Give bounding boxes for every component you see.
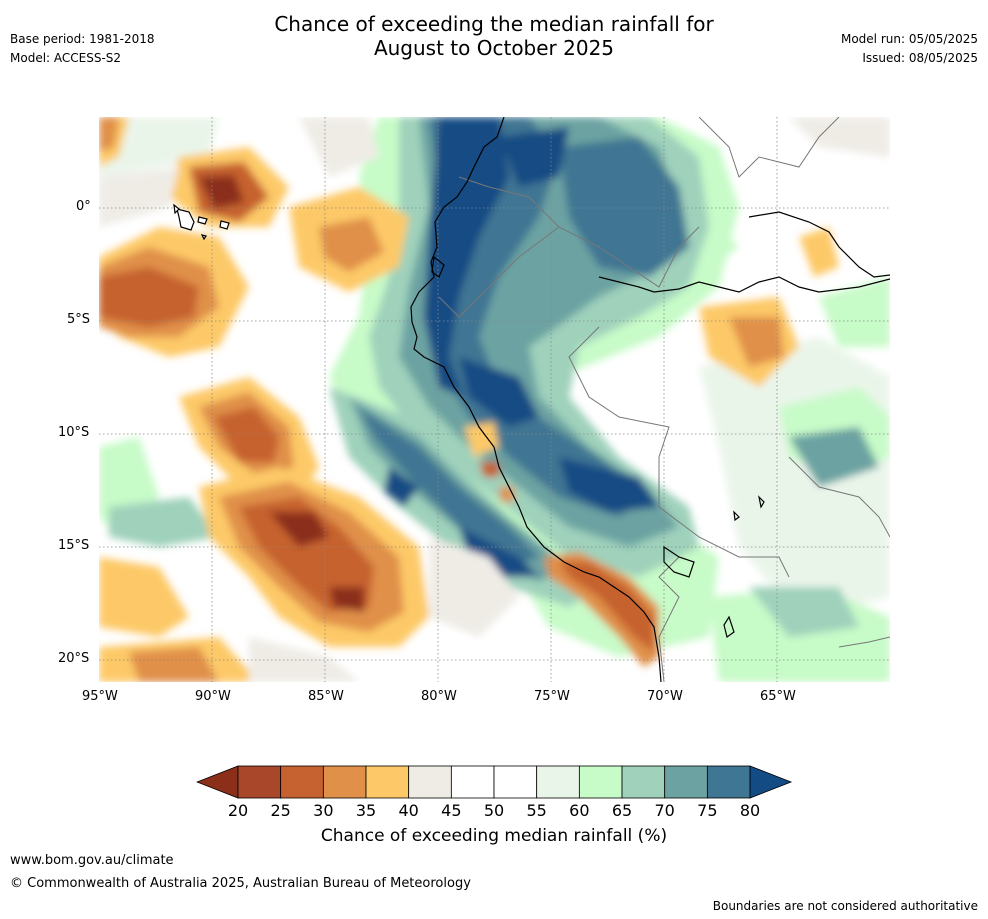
lon-label-75w: 75°W (534, 689, 570, 704)
galapagos-islands (173, 203, 230, 241)
colorbar-cell (408, 765, 452, 799)
title-line-2: August to October 2025 (373, 36, 615, 60)
issued-text: Issued: 08/05/2025 (862, 51, 978, 65)
model-text: Model: ACCESS-S2 (10, 51, 122, 65)
colorbar-tick-label: 35 (355, 801, 377, 820)
colorbar-cell (450, 765, 495, 799)
colorbar-lower-arrow (196, 765, 239, 799)
colorbar-tick-label: 60 (569, 801, 590, 820)
lat-label-15s: 15°S (58, 538, 90, 553)
colorbar-cell (578, 765, 623, 799)
colorbar-upper-arrow (749, 765, 793, 799)
colorbar-cell (237, 765, 282, 799)
coastline (410, 117, 890, 682)
title-line-1: Chance of exceeding the median rainfall … (274, 12, 714, 36)
colorbar-tick-label: 30 (313, 801, 334, 820)
colorbar-cell (621, 765, 666, 799)
probability-field (99, 117, 890, 682)
base-period-text: Base period: 1981-2018 (10, 32, 155, 46)
colorbar-tick-label: 40 (398, 801, 419, 820)
colorbar-tick-label: 75 (697, 801, 718, 820)
rainfall-map (99, 117, 890, 682)
colorbar-cell (493, 765, 538, 799)
colorbar-tick-label: 45 (441, 801, 462, 820)
colorbar-cell (664, 765, 708, 799)
disclaimer-text: Boundaries are not considered authoritat… (712, 899, 978, 913)
colorbar-cell (322, 765, 367, 799)
lon-label-65w: 65°W (760, 689, 796, 704)
colorbar-tick-label: 50 (483, 801, 505, 820)
lon-label-85w: 85°W (308, 689, 344, 704)
colorbar-label: Chance of exceeding median rainfall (%) (320, 826, 668, 846)
country-boundaries (438, 117, 890, 682)
lat-label-0: 0° (76, 199, 91, 214)
colorbar (196, 765, 793, 799)
colorbar-tick-label: 70 (654, 801, 675, 820)
colorbar-tick-label: 80 (739, 801, 761, 820)
page-title: Chance of exceeding the median rainfall … (0, 12, 988, 60)
colorbar-cell (706, 765, 751, 799)
lon-label-70w: 70°W (647, 689, 683, 704)
model-run-text: Model run: 05/05/2025 (840, 32, 978, 46)
lon-label-95w: 95°W (82, 689, 118, 704)
bom-url-link[interactable]: www.bom.gov.au/climate (10, 853, 174, 868)
colorbar-tick-label: 25 (270, 801, 291, 820)
lat-label-5s: 5°S (67, 312, 91, 327)
colorbar-cell (365, 765, 410, 799)
colorbar-tick-label: 55 (526, 801, 547, 820)
lon-label-90w: 90°W (195, 689, 231, 704)
lat-label-10s: 10°S (58, 425, 90, 440)
colorbar-cell (280, 765, 324, 799)
colorbar-tick-label: 20 (227, 801, 249, 820)
colorbar-cell (536, 765, 580, 799)
colorbar-tick-label: 65 (611, 801, 633, 820)
lat-label-20s: 20°S (58, 651, 90, 666)
lon-label-80w: 80°W (421, 689, 457, 704)
copyright-text: © Commonwealth of Australia 2025, Austra… (10, 876, 471, 891)
